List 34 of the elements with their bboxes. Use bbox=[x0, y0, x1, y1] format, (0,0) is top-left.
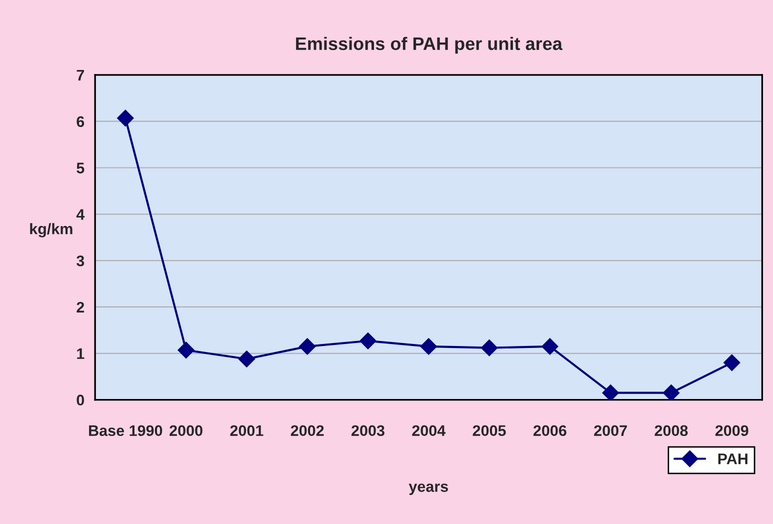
point bbox=[117, 110, 134, 126]
y-tick-label: 0 bbox=[76, 394, 84, 406]
x-tick-label: 2001 bbox=[230, 425, 264, 436]
x-tick-label: 2007 bbox=[594, 425, 627, 436]
x-tick-label: 2000 bbox=[170, 425, 202, 436]
point bbox=[662, 384, 680, 400]
x-axis-title: years bbox=[408, 484, 448, 495]
y-tick-label: 7 bbox=[76, 70, 84, 80]
point bbox=[723, 354, 740, 372]
point bbox=[542, 338, 558, 355]
x-tick-label: 2004 bbox=[412, 425, 446, 436]
y-axis-title: kg/km bbox=[30, 223, 72, 238]
point bbox=[420, 338, 438, 355]
y-tick-label: 6 bbox=[76, 116, 84, 128]
x-tick-label: 2003 bbox=[352, 425, 384, 436]
point bbox=[602, 384, 619, 400]
y-tick-label: 5 bbox=[76, 162, 84, 174]
point bbox=[298, 338, 316, 355]
point bbox=[360, 332, 376, 350]
x-tick-label: 2008 bbox=[654, 425, 688, 436]
point bbox=[238, 350, 256, 368]
x-tick-label: 2006 bbox=[533, 425, 566, 436]
y-tick-label: 4 bbox=[76, 209, 85, 220]
legend-label: PAH bbox=[718, 454, 748, 464]
y-tick-label: 3 bbox=[76, 255, 84, 266]
chart-title: Emissions of PAH per unit area bbox=[296, 36, 563, 54]
y-tick-label: 1 bbox=[77, 348, 84, 359]
x-tick-label: 2005 bbox=[472, 425, 506, 436]
x-tick-label: 2009 bbox=[715, 425, 748, 436]
x-tick-label: Base 1990 bbox=[89, 425, 162, 436]
y-tick-label: 2 bbox=[76, 302, 84, 313]
point bbox=[178, 342, 194, 359]
x-tick-label: 2002 bbox=[290, 425, 324, 436]
point bbox=[480, 339, 498, 356]
